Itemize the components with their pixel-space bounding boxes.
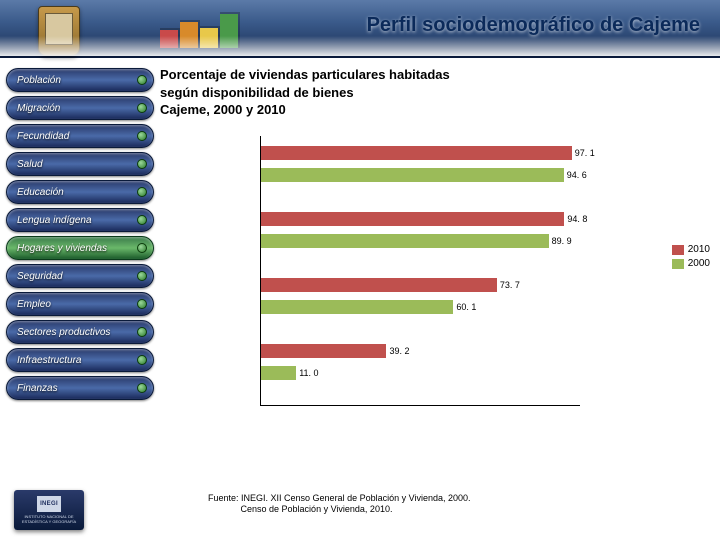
legend-label: 2010 bbox=[688, 244, 710, 255]
sidebar-item-fecundidad[interactable]: Fecundidad bbox=[6, 124, 154, 148]
source-line: Censo de Población y Vivienda, 2010. bbox=[241, 504, 393, 514]
sidebar-item-label: Finanzas bbox=[17, 383, 58, 394]
sidebar-item-label: Lengua indígena bbox=[17, 215, 92, 226]
nav-dot-icon bbox=[137, 383, 147, 393]
nav-dot-icon bbox=[137, 299, 147, 309]
legend-swatch-icon bbox=[672, 259, 684, 269]
sidebar-item-label: Salud bbox=[17, 159, 43, 170]
sidebar-item-label: Fecundidad bbox=[17, 131, 69, 142]
sidebar-item-salud[interactable]: Salud bbox=[6, 152, 154, 176]
sidebar-item-label: Sectores productivos bbox=[17, 327, 110, 338]
sidebar-item-seguridad[interactable]: Seguridad bbox=[6, 264, 154, 288]
nav-dot-icon bbox=[137, 271, 147, 281]
legend-item: 2010 bbox=[672, 244, 710, 255]
sidebar-item-lengua-indígena[interactable]: Lengua indígena bbox=[6, 208, 154, 232]
chart-title-line: según disponibilidad de bienes bbox=[160, 85, 354, 100]
sidebar-item-label: Migración bbox=[17, 103, 60, 114]
sidebar-item-educación[interactable]: Educación bbox=[6, 180, 154, 204]
nav-dot-icon bbox=[137, 159, 147, 169]
header-fade bbox=[0, 36, 720, 56]
source-line: Fuente: INEGI. XII Censo General de Pobl… bbox=[208, 493, 471, 503]
sidebar-item-infraestructura[interactable]: Infraestructura bbox=[6, 348, 154, 372]
bar-v2000 bbox=[261, 168, 564, 182]
page-header: Perfil sociodemográfico de Cajeme bbox=[0, 0, 720, 58]
nav-dot-icon bbox=[137, 243, 147, 253]
sidebar-item-migración[interactable]: Migración bbox=[6, 96, 154, 120]
inegi-subtext: INSTITUTO NACIONAL DEESTADÍSTICA Y GEOGR… bbox=[22, 515, 76, 524]
sidebar-item-label: Hogares y viviendas bbox=[17, 243, 107, 254]
bar-value-label: 60. 1 bbox=[456, 302, 476, 312]
bar-value-label: 39. 2 bbox=[389, 346, 409, 356]
bar-value-label: 97. 1 bbox=[575, 148, 595, 158]
bar-v2000 bbox=[261, 366, 296, 380]
sidebar-item-label: Infraestructura bbox=[17, 355, 81, 366]
content-area: Porcentaje de viviendas particulares hab… bbox=[160, 66, 710, 530]
chart-source: Fuente: INEGI. XII Censo General de Pobl… bbox=[208, 493, 471, 516]
sidebar-item-sectores-productivos[interactable]: Sectores productivos bbox=[6, 320, 154, 344]
sidebar-item-finanzas[interactable]: Finanzas bbox=[6, 376, 154, 400]
bar-value-label: 73. 7 bbox=[500, 280, 520, 290]
inegi-badge: INEGI INSTITUTO NACIONAL DEESTADÍSTICA Y… bbox=[14, 490, 84, 530]
nav-dot-icon bbox=[137, 215, 147, 225]
sidebar-nav: Población Migración Fecundidad Salud Educaci… bbox=[6, 68, 154, 404]
sidebar-item-empleo[interactable]: Empleo bbox=[6, 292, 154, 316]
legend-label: 2000 bbox=[688, 258, 710, 269]
bar-value-label: 89. 9 bbox=[552, 236, 572, 246]
nav-dot-icon bbox=[137, 355, 147, 365]
bar-v2010 bbox=[261, 146, 572, 160]
bar-value-label: 11. 0 bbox=[299, 368, 318, 378]
nav-dot-icon bbox=[137, 103, 147, 113]
chart-title: Porcentaje de viviendas particulares hab… bbox=[160, 66, 710, 119]
sidebar-item-label: Educación bbox=[17, 187, 64, 198]
bar-value-label: 94. 6 bbox=[567, 170, 587, 180]
nav-dot-icon bbox=[137, 327, 147, 337]
page-title: Perfil sociodemográfico de Cajeme bbox=[367, 14, 700, 37]
legend-swatch-icon bbox=[672, 245, 684, 255]
sidebar-item-label: Seguridad bbox=[17, 271, 63, 282]
bar-v2010 bbox=[261, 344, 386, 358]
bar-v2000 bbox=[261, 234, 549, 248]
chart-area: 97. 1 94. 6 94. 8 89. 9 73. 7 60. 1 39. 2 11. 0… bbox=[170, 136, 600, 426]
sidebar-item-label: Empleo bbox=[17, 299, 51, 310]
chart-plot: 97. 194. 694. 889. 973. 760. 139. 211. 0 bbox=[260, 136, 580, 406]
chart-title-line: Porcentaje de viviendas particulares hab… bbox=[160, 67, 450, 82]
sidebar-item-población[interactable]: Población bbox=[6, 68, 154, 92]
chart-legend: 2010 2000 bbox=[672, 241, 710, 272]
legend-item: 2000 bbox=[672, 258, 710, 269]
inegi-logo-icon: INEGI bbox=[37, 496, 61, 512]
sidebar-item-label: Población bbox=[17, 75, 61, 86]
bar-value-label: 94. 8 bbox=[567, 214, 587, 224]
chart-title-line: Cajeme, 2000 y 2010 bbox=[160, 102, 286, 117]
nav-dot-icon bbox=[137, 131, 147, 141]
sidebar-item-hogares-y-viviendas[interactable]: Hogares y viviendas bbox=[6, 236, 154, 260]
bar-v2010 bbox=[261, 212, 564, 226]
bar-v2000 bbox=[261, 300, 453, 314]
nav-dot-icon bbox=[137, 187, 147, 197]
bar-v2010 bbox=[261, 278, 497, 292]
nav-dot-icon bbox=[137, 75, 147, 85]
